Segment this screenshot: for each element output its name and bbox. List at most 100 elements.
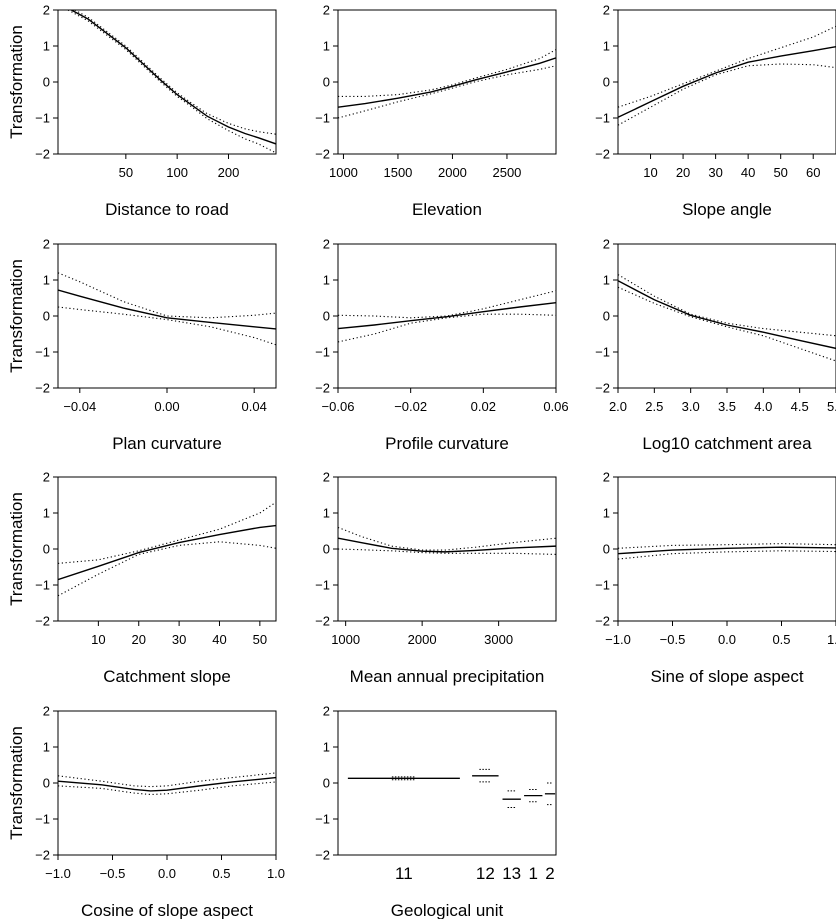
x-tick-label: 200 <box>218 165 240 180</box>
y-tick-label: 2 <box>43 237 50 252</box>
x-tick-label: 30 <box>172 632 186 647</box>
x-tick-label: 4.0 <box>754 399 772 414</box>
y-tick-label: 0 <box>323 776 330 791</box>
y-tick-label: −2 <box>35 381 50 396</box>
x-tick-label: 50 <box>773 165 787 180</box>
panel-1: −2 −1 0 1 2 Transformation Distance to road 50 1… <box>7 3 277 219</box>
upper-band-line <box>338 526 556 551</box>
x-tick-label: 3.0 <box>682 399 700 414</box>
upper-band-line <box>338 49 556 97</box>
y-tick-label: −2 <box>595 147 610 162</box>
panel-10: −2 −1 0 1 2 Transformation Cosine of slope asp… <box>7 704 285 919</box>
y-tick-label: 1 <box>43 740 50 755</box>
fit-line <box>58 524 276 581</box>
y-tick-label: −1 <box>315 345 330 360</box>
x-axis-title: Elevation <box>412 200 482 219</box>
y-tick-label: −2 <box>315 614 330 629</box>
x-tick-label: 1000 <box>329 165 358 180</box>
y-tick-label: 2 <box>603 3 610 18</box>
x-tick-label: −0.04 <box>63 399 96 414</box>
x-tick-label: 5.0 <box>827 399 836 414</box>
x-tick-label: 20 <box>132 632 146 647</box>
y-tick-label: −2 <box>315 381 330 396</box>
y-tick-label: −2 <box>595 614 610 629</box>
x-tick-label: 40 <box>212 632 226 647</box>
upper-band-line <box>338 290 556 319</box>
y-axis-title: Transformation <box>7 726 26 840</box>
x-tick-label: 2500 <box>492 165 521 180</box>
x-tick-label: −1.0 <box>605 632 631 647</box>
y-tick-label: 2 <box>43 704 50 719</box>
x-tick-label: 0.00 <box>154 399 179 414</box>
x-tick-label: 0.5 <box>772 632 790 647</box>
y-tick-label: 2 <box>323 470 330 485</box>
x-tick-label: −0.02 <box>394 399 427 414</box>
y-tick-label: −1 <box>35 345 50 360</box>
y-tick-label: 0 <box>323 309 330 324</box>
fit-line <box>618 280 836 350</box>
panel-6: −2 −1 0 1 2 Log10 catchment area 2.0 2.5 3.0 3.5 4… <box>595 237 836 453</box>
panel-9: −2 −1 0 1 2 Sine of slope aspect −1.0 −0.5 0.0 0.… <box>595 470 836 686</box>
y-tick-label: −2 <box>315 848 330 863</box>
panel-7: −2 −1 0 1 2 Transformation Catchment slope 10 20… <box>7 470 277 686</box>
y-tick-label: 0 <box>43 309 50 324</box>
y-tick-label: 0 <box>43 542 50 557</box>
x-tick-label: 0.06 <box>543 399 568 414</box>
y-tick-label: −2 <box>315 147 330 162</box>
y-tick-label: −2 <box>595 381 610 396</box>
x-tick-label: 0.0 <box>718 632 736 647</box>
plot-frame <box>617 9 836 155</box>
y-tick-label: 0 <box>603 542 610 557</box>
plot-frame <box>337 9 557 155</box>
x-axis-title: Mean annual precipitation <box>350 667 545 686</box>
fit-line <box>58 776 276 792</box>
x-axis-title: Cosine of slope aspect <box>81 901 253 919</box>
y-tick-label: 0 <box>603 75 610 90</box>
y-axis-title: Transformation <box>7 492 26 606</box>
x-tick-label: 2.5 <box>645 399 663 414</box>
panel-2: −2 −1 0 1 2 Elevation 1000 1500 2000 2500 <box>315 3 557 219</box>
x-axis-title: Slope angle <box>682 200 772 219</box>
lower-band-line <box>338 313 556 343</box>
x-axis-title: Log10 catchment area <box>642 434 812 453</box>
plot-frame <box>337 710 557 856</box>
x-tick-label: 3.5 <box>718 399 736 414</box>
y-tick-label: −1 <box>35 578 50 593</box>
fit-line <box>69 10 276 145</box>
y-axis-title: Transformation <box>7 25 26 139</box>
plot-frame <box>57 243 277 389</box>
fit-line <box>58 289 276 330</box>
category-label: 2 <box>545 864 554 883</box>
y-tick-label: 2 <box>603 237 610 252</box>
y-tick-label: 1 <box>603 39 610 54</box>
y-tick-label: −1 <box>595 578 610 593</box>
lower-band-line <box>66 10 276 154</box>
upper-band-line <box>618 25 836 108</box>
x-tick-label: 30 <box>708 165 722 180</box>
y-tick-label: 2 <box>323 3 330 18</box>
y-tick-label: 0 <box>323 75 330 90</box>
y-tick-label: 1 <box>43 39 50 54</box>
y-tick-label: −1 <box>315 111 330 126</box>
y-tick-label: 1 <box>43 273 50 288</box>
fit-line <box>338 301 556 330</box>
category-label: 11 <box>395 864 413 883</box>
x-tick-label: 0.5 <box>212 866 230 881</box>
x-tick-label: 3000 <box>484 632 513 647</box>
y-tick-label: −2 <box>35 147 50 162</box>
x-tick-label: 2000 <box>408 632 437 647</box>
y-tick-label: 0 <box>43 776 50 791</box>
x-tick-label: 50 <box>253 632 267 647</box>
x-tick-label: 4.5 <box>791 399 809 414</box>
x-tick-label: 10 <box>91 632 105 647</box>
x-tick-label: 0.04 <box>242 399 267 414</box>
plot-frame <box>57 476 277 622</box>
y-tick-label: 2 <box>323 237 330 252</box>
fit-line <box>338 57 556 108</box>
y-tick-label: 1 <box>323 273 330 288</box>
fit-line <box>618 546 836 555</box>
x-tick-label: 1000 <box>331 632 360 647</box>
x-tick-label: 10 <box>643 165 657 180</box>
